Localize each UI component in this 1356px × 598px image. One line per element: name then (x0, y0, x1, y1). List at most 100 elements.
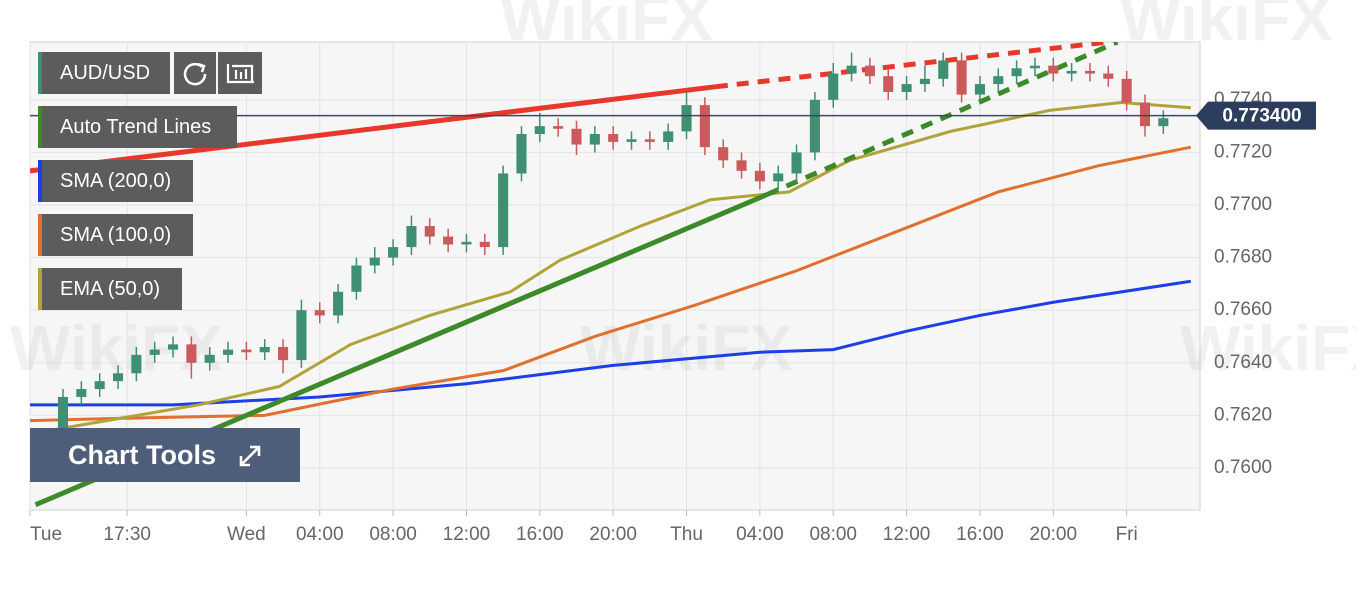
trend-line (715, 42, 1109, 90)
candle-body (406, 226, 417, 248)
trend-line (766, 42, 1119, 197)
candle-body (993, 76, 1004, 85)
candle-body (773, 173, 784, 182)
candle-body (259, 346, 270, 353)
candle-body (534, 126, 545, 135)
watermark: WikiFX (580, 312, 793, 384)
candle-body (1121, 78, 1132, 103)
candle-body (1158, 118, 1169, 127)
candle-body (112, 373, 124, 382)
candle-body (167, 344, 179, 350)
x-tick-label: 17:30 (103, 524, 151, 545)
x-tick-label: 16:00 (956, 524, 1004, 545)
candle-body (571, 128, 582, 145)
indicator-line (30, 100, 1191, 436)
candle-body (626, 139, 637, 142)
candle-body (424, 226, 435, 237)
candle-body (644, 139, 655, 142)
candle-body (76, 389, 87, 397)
x-tick-label: 20:00 (1030, 524, 1078, 545)
x-tick-label: Fri (1116, 524, 1138, 545)
candle-body (314, 310, 325, 316)
candle-body (204, 354, 215, 363)
candle-body (901, 84, 912, 92)
y-tick-label: 0.7720 (1214, 141, 1272, 162)
indicator-line (30, 279, 1192, 407)
candle-body (553, 126, 564, 129)
y-tick-label: 0.7660 (1214, 299, 1272, 320)
watermark: WikiFX (1120, 0, 1333, 54)
candle-body (919, 78, 930, 85)
x-tick-label: 16:00 (516, 524, 564, 545)
candle-body (186, 344, 197, 363)
current-price-tag (1196, 101, 1316, 130)
legend-item[interactable]: EMA (50,0) (38, 268, 182, 310)
x-tick-label: 04:00 (736, 524, 784, 545)
candle-body (663, 131, 674, 142)
y-tick-label: 0.7640 (1214, 352, 1272, 373)
x-tick-label: 12:00 (443, 524, 491, 545)
candle-body (516, 134, 527, 174)
candle-body (278, 346, 289, 361)
legend-item[interactable]: SMA (100,0) (38, 214, 193, 256)
candle-body (718, 147, 729, 161)
chart-type-icon (226, 64, 254, 84)
candle-body (1011, 68, 1022, 77)
chart-type-button[interactable] (218, 52, 262, 94)
candle-body (1084, 70, 1096, 74)
x-tick-label: 08:00 (369, 524, 417, 545)
candle-body (369, 257, 380, 266)
trend-line (30, 84, 717, 174)
candle-body (94, 381, 105, 390)
candle-body (351, 265, 362, 292)
x-tick-label: Thu (670, 524, 703, 545)
candle-body (883, 76, 894, 92)
x-tick-label: 04:00 (296, 524, 344, 545)
candle-body (296, 310, 307, 361)
candle-body (589, 134, 600, 145)
y-tick-label: 0.7700 (1214, 194, 1272, 215)
candle-body (828, 73, 839, 100)
y-tick-label: 0.7680 (1214, 247, 1272, 268)
candle-body (809, 99, 820, 153)
candle-body (974, 84, 985, 95)
candle-body (1048, 65, 1059, 74)
watermark: WikiFX (1180, 312, 1356, 384)
candle-body (608, 134, 619, 142)
candle-body (736, 160, 747, 171)
expand-icon (239, 445, 261, 467)
candle-body (681, 105, 692, 132)
candle-body (846, 65, 857, 74)
chart-tools-label: Chart Tools (68, 440, 216, 470)
candle-body (149, 349, 160, 355)
candle-body (388, 247, 399, 258)
candle-body (1029, 65, 1040, 69)
candle-body (498, 173, 509, 248)
legend-item[interactable]: SMA (200,0) (38, 160, 193, 202)
watermark: WikiFX (500, 0, 713, 54)
candle-body (57, 396, 69, 442)
candle-body (956, 60, 967, 95)
current-price-label: 0.773400 (1222, 106, 1301, 127)
candle-body (443, 236, 454, 245)
refresh-icon (183, 62, 207, 86)
candle-body (1066, 70, 1077, 74)
candle-body (461, 241, 472, 245)
x-tick-label: Wed (227, 524, 266, 545)
candle-body (938, 60, 949, 79)
candle-body (1139, 102, 1151, 127)
symbol-button[interactable]: AUD/USD (38, 52, 170, 94)
chart-tools-button[interactable]: Chart Tools (30, 428, 300, 482)
candle-body (699, 105, 710, 148)
candle-body (791, 152, 802, 174)
x-tick-label: Tue (30, 524, 62, 545)
x-tick-label: 20:00 (589, 524, 637, 545)
y-tick-label: 0.7620 (1214, 404, 1272, 425)
legend-item[interactable]: Auto Trend Lines (38, 106, 237, 148)
candle-body (864, 65, 875, 77)
candle-body (479, 241, 490, 248)
x-tick-label: 08:00 (809, 524, 857, 545)
refresh-button[interactable] (174, 52, 216, 94)
candle-body (1103, 73, 1114, 79)
